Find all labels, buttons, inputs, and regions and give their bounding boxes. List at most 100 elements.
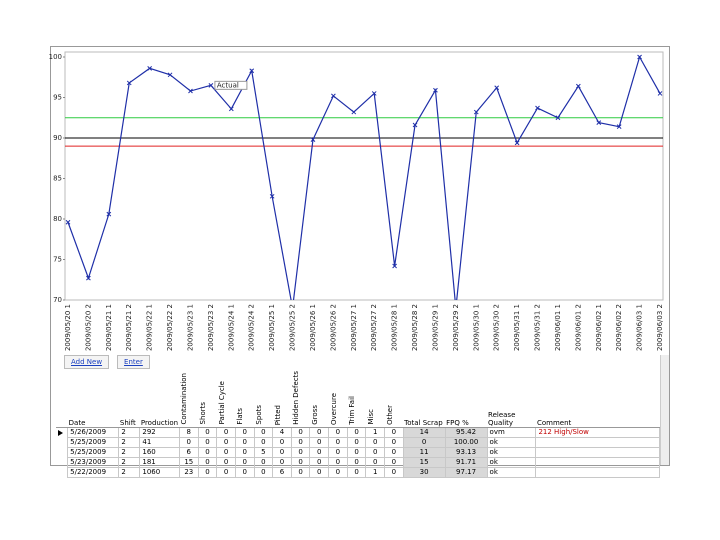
button[interactable]: Add New (64, 355, 110, 369)
table-cell[interactable]: 0 (309, 426, 330, 438)
table-cell[interactable]: 0 (197, 456, 218, 468)
table-row[interactable]: 5/22/2009 2 1060 23 0 0 0 0 6 0 0 0 0 1 0 30 97.17 ok (56, 466, 660, 478)
table-cell[interactable]: 0 (197, 446, 218, 458)
table-cell[interactable]: ok (486, 466, 537, 478)
table-cell[interactable]: 15 (402, 456, 446, 468)
table-cell[interactable]: 41 (139, 436, 180, 448)
table-cell[interactable]: 0 (384, 456, 404, 468)
table-cell[interactable]: 30 (402, 466, 446, 478)
table-cell[interactable]: 0 (290, 466, 311, 478)
table-cell[interactable]: 0 (346, 436, 367, 448)
table-cell[interactable]: 0 (290, 456, 311, 468)
table-cell[interactable]: 14 (402, 426, 446, 438)
table-cell[interactable]: 0 (365, 456, 386, 468)
table-cell[interactable]: 95.42 (444, 426, 488, 438)
scrollbar[interactable] (660, 355, 669, 465)
table-cell[interactable]: 0 (384, 426, 404, 438)
table-cell[interactable]: 91.71 (444, 456, 488, 468)
table-cell[interactable]: 0 (272, 456, 292, 468)
table-cell[interactable]: 0 (216, 436, 236, 448)
table-cell[interactable]: 0 (290, 446, 311, 458)
table-cell[interactable]: 0 (197, 466, 218, 478)
table-cell[interactable]: 5/23/2009 (67, 456, 120, 468)
table-cell[interactable] (535, 466, 660, 478)
table-cell[interactable]: 0 (216, 426, 236, 438)
table-cell[interactable]: 0 (253, 456, 274, 468)
table-cell[interactable]: 93.13 (444, 446, 488, 458)
table-cell[interactable]: 0 (216, 446, 236, 458)
table-cell[interactable]: 2 (118, 436, 141, 448)
table-cell[interactable]: 6 (272, 466, 292, 478)
table-cell[interactable]: 0 (234, 436, 255, 448)
table-cell[interactable]: 0 (328, 466, 348, 478)
table-cell[interactable]: 0 (346, 456, 367, 468)
table-cell[interactable]: 160 (139, 446, 180, 458)
table-cell[interactable]: 0 (346, 426, 367, 438)
table-cell[interactable]: 1 (365, 466, 386, 478)
table-cell[interactable]: 2 (118, 446, 141, 458)
table-cell[interactable]: 0 (272, 436, 292, 448)
table-cell[interactable] (535, 436, 660, 448)
table-cell[interactable] (535, 446, 660, 458)
table-cell[interactable]: 0 (309, 436, 330, 448)
table-cell[interactable]: 0 (234, 426, 255, 438)
table-cell[interactable]: ok (486, 446, 537, 458)
table-cell[interactable]: 0 (384, 446, 404, 458)
table-cell[interactable]: ok (486, 456, 537, 468)
table-row[interactable]: 5/26/2009 2 292 8 0 0 0 0 4 0 0 0 0 1 0 14 95.42 ovm 212 H… (56, 426, 660, 438)
table-cell[interactable]: 0 (253, 436, 274, 448)
table-cell[interactable] (535, 456, 660, 468)
table-cell[interactable]: 11 (402, 446, 446, 458)
table-cell[interactable]: 0 (328, 426, 348, 438)
table-row[interactable]: 5/25/2009 2 160 6 0 0 0 5 0 0 0 0 0 0 0 11 93.13 ok (56, 446, 660, 458)
table-cell[interactable]: 212 High/Slow (535, 426, 660, 438)
table-cell[interactable]: 2 (118, 426, 141, 438)
table-cell[interactable]: 0 (384, 436, 404, 448)
table-cell[interactable]: 0 (328, 436, 348, 448)
table-cell[interactable]: 0 (253, 426, 274, 438)
table-cell[interactable]: 0 (346, 446, 367, 458)
table-cell[interactable]: 0 (309, 456, 330, 468)
table-cell[interactable]: 4 (272, 426, 292, 438)
table-cell[interactable]: 0 (272, 446, 292, 458)
table-cell[interactable]: 5/26/2009 (67, 426, 120, 438)
button[interactable]: Enter (117, 355, 150, 369)
table-cell[interactable]: 1 (365, 426, 386, 438)
table-cell[interactable]: 5/22/2009 (67, 466, 120, 478)
table-cell[interactable]: 2 (118, 456, 141, 468)
table-cell[interactable]: 0 (402, 436, 446, 448)
table-cell[interactable]: 0 (253, 466, 274, 478)
table-cell[interactable]: 0 (234, 466, 255, 478)
table-cell[interactable]: 0 (365, 446, 386, 458)
table-cell[interactable]: 5 (253, 446, 274, 458)
table-cell[interactable]: 0 (216, 466, 236, 478)
table-cell[interactable]: 181 (139, 456, 180, 468)
table-cell[interactable]: 5/25/2009 (67, 436, 120, 448)
table-cell[interactable]: 8 (178, 426, 199, 438)
table-cell[interactable]: 0 (234, 456, 255, 468)
table-cell[interactable]: 5/25/2009 (67, 446, 120, 458)
table-cell[interactable]: ovm (486, 426, 537, 438)
table-cell[interactable]: 100.00 (444, 436, 488, 448)
table-cell[interactable]: 0 (234, 446, 255, 458)
table-row[interactable]: 5/25/2009 2 41 0 0 0 0 0 0 0 0 0 0 0 0 0 100.00 ok (56, 436, 660, 448)
table-cell[interactable]: 0 (328, 446, 348, 458)
table-cell[interactable]: 15 (178, 456, 199, 468)
table-cell[interactable]: 0 (309, 466, 330, 478)
table-cell[interactable]: 97.17 (444, 466, 488, 478)
table-cell[interactable]: 0 (216, 456, 236, 468)
table-cell[interactable]: 0 (365, 436, 386, 448)
table-cell[interactable]: 292 (139, 426, 180, 438)
table-cell[interactable]: 23 (178, 466, 199, 478)
table-cell[interactable]: 0 (178, 436, 199, 448)
table-cell[interactable]: 0 (309, 446, 330, 458)
table-cell[interactable]: 0 (346, 466, 367, 478)
table-cell[interactable]: 1060 (139, 466, 180, 478)
table-cell[interactable]: 0 (384, 466, 404, 478)
table-cell[interactable]: ok (486, 436, 537, 448)
table-cell[interactable]: 0 (197, 436, 218, 448)
table-cell[interactable]: 2 (118, 466, 141, 478)
table-cell[interactable]: 0 (290, 436, 311, 448)
table-cell[interactable]: 0 (197, 426, 218, 438)
table-row[interactable]: 5/23/2009 2 181 15 0 0 0 0 0 0 0 0 0 0 0 15 91.71 ok (56, 456, 660, 468)
